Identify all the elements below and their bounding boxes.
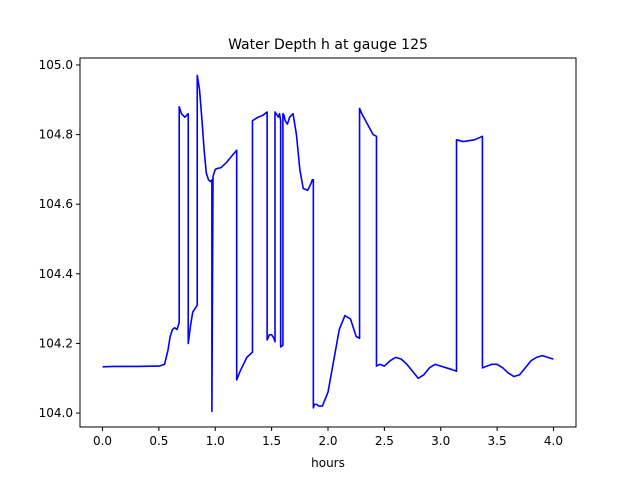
x-axis: 0.0 0.5 1.0 1.5 2.0 2.5 3.0 3.5 4.0: [93, 427, 563, 448]
y-tick-label: 104.8: [39, 128, 73, 142]
x-tick-label: 2.0: [318, 434, 337, 448]
chart-title: Water Depth h at gauge 125: [228, 37, 428, 53]
x-tick-label: 4.0: [544, 434, 563, 448]
y-tick-label: 104.0: [39, 406, 73, 420]
x-tick-label: 0.0: [93, 434, 112, 448]
x-tick-label: 1.0: [206, 434, 225, 448]
axes-frame: [79, 57, 577, 428]
y-tick-label: 104.4: [39, 267, 73, 281]
x-tick-label: 0.5: [149, 434, 168, 448]
series-line: [102, 74, 554, 413]
y-axis: 104.0 104.2 104.4 104.6 104.8 105.0: [39, 58, 80, 420]
x-tick-label: 1.5: [262, 434, 281, 448]
plot-area: [79, 57, 577, 428]
y-tick-label: 105.0: [39, 58, 73, 72]
y-tick-label: 104.2: [39, 336, 73, 350]
x-tick-label: 3.0: [431, 434, 450, 448]
x-tick-label: 2.5: [375, 434, 394, 448]
x-tick-label: 3.5: [488, 434, 507, 448]
x-axis-label: hours: [311, 456, 345, 470]
y-tick-label: 104.6: [39, 197, 73, 211]
